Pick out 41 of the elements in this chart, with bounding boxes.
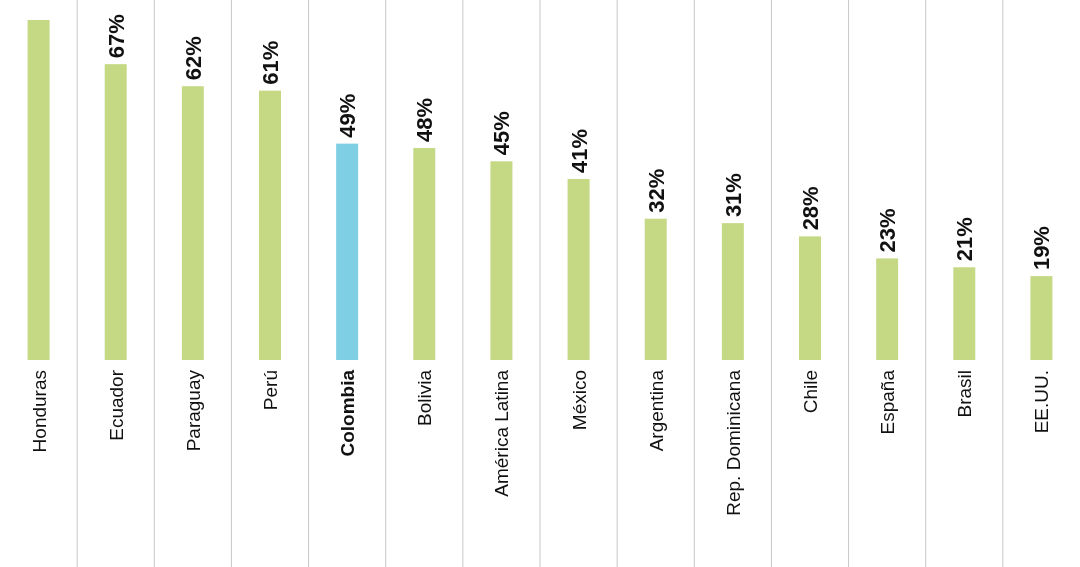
- data-label: 19%: [1029, 226, 1055, 271]
- bar: [953, 267, 976, 360]
- x-tick-label: México: [568, 370, 590, 431]
- bar: [721, 223, 744, 360]
- bar: [490, 161, 513, 360]
- x-tick-label: América Latina: [491, 369, 513, 497]
- x-tick-label: Honduras: [28, 370, 50, 453]
- bar: [567, 178, 590, 360]
- bar: [27, 20, 50, 360]
- x-tick-label: EE.UU.: [1031, 370, 1053, 434]
- x-tick-label: Perú: [260, 370, 281, 411]
- x-tick-label: Chile: [800, 370, 821, 414]
- x-tick-label: Argentina: [645, 369, 667, 452]
- data-label: 49%: [335, 93, 361, 138]
- x-tick-label: Ecuador: [105, 369, 127, 441]
- x-tick-label: Brasil: [954, 370, 976, 418]
- data-label: 21%: [952, 217, 978, 262]
- bar: [644, 218, 667, 360]
- data-label: 32%: [643, 168, 669, 213]
- bar: [259, 90, 281, 360]
- data-label: 28%: [798, 186, 823, 231]
- data-label: 41%: [566, 128, 592, 173]
- data-label: 31%: [720, 173, 746, 218]
- bar: [413, 148, 436, 360]
- bar: [104, 64, 127, 360]
- data-label: 67%: [103, 14, 129, 59]
- bar: [799, 236, 821, 360]
- data-label: 48%: [412, 98, 438, 143]
- bar: [1030, 276, 1053, 360]
- x-tick-label: Rep. Dominicana: [722, 369, 744, 516]
- x-tick-label: Paraguay: [182, 369, 204, 452]
- x-tick-label: España: [877, 369, 899, 435]
- data-label: 62%: [180, 36, 206, 81]
- x-tick-label: Bolivia: [414, 369, 436, 426]
- data-label: 23%: [875, 208, 901, 253]
- x-tick-label: Colombia: [337, 369, 359, 457]
- data-label: 45%: [489, 111, 515, 156]
- bar: [181, 86, 204, 360]
- data-label: 61%: [258, 40, 283, 85]
- bar: [336, 143, 359, 360]
- bar: [876, 258, 899, 360]
